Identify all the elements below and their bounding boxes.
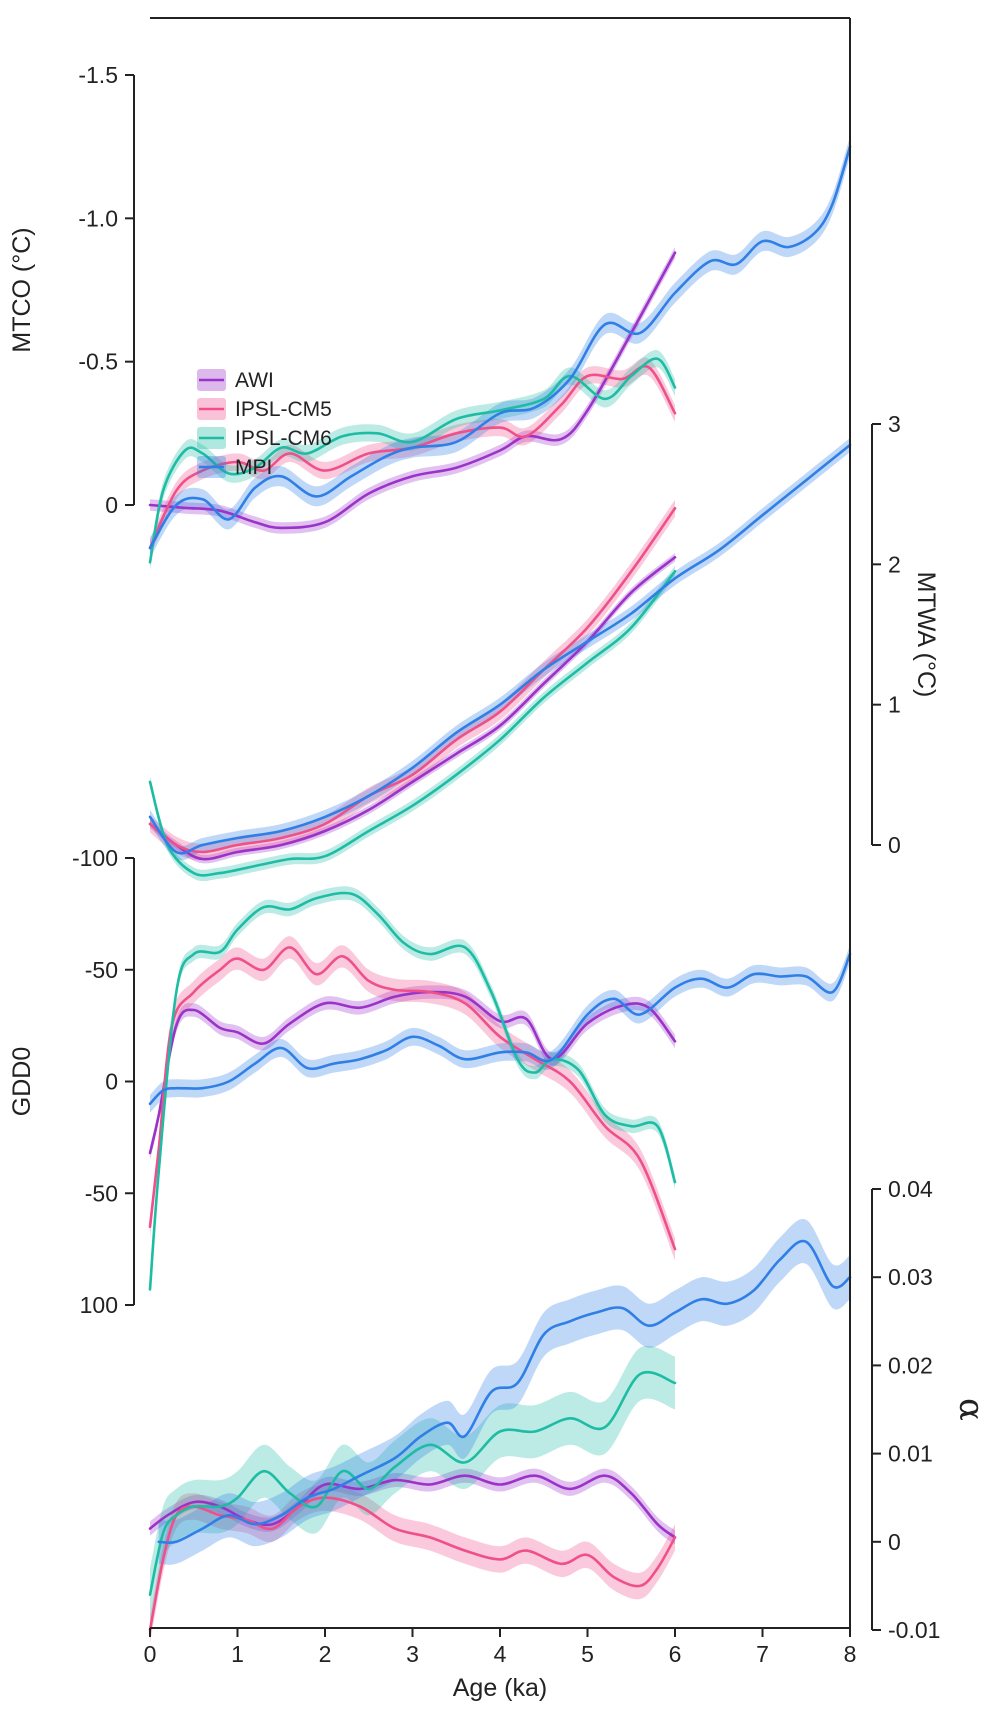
mtwa-awi-band (150, 553, 675, 864)
mtwa-y-tick-label: 0 (888, 832, 901, 858)
mtco-axis-label: MTCO (°C) (8, 227, 36, 352)
alpha-y-tick-label: 0.03 (888, 1264, 933, 1290)
gdd0-axis-label: GDD0 (8, 1047, 36, 1116)
mtco-mpi-line (148, 145, 852, 550)
alpha-axis-label: α (951, 1398, 991, 1421)
legend: AWI IPSL-CM5 IPSL-CM6 MPI (197, 369, 332, 479)
gdd0-ipsl-cm5-line (148, 946, 677, 1251)
x-tick-label: 2 (319, 1641, 332, 1667)
x-tick-label: 6 (669, 1641, 682, 1667)
gdd0-y-tick-label: 0 (105, 1069, 118, 1095)
mtco-y-tick-label: -1.0 (78, 205, 118, 231)
mtwa-ipsl-cm5-line (148, 506, 677, 854)
axes: 0 1 2 3 4 5 6 7 8 Age (ka) 0 -0.5 -1.0 -1.5 MTCO (°C) 0… (8, 17, 991, 1702)
mtco-y-tick-label: 0 (105, 492, 118, 518)
gdd0-y-tick-label: -50 (85, 1180, 118, 1206)
legend-label: IPSL-CM5 (235, 398, 332, 421)
mtco-ipsl-cm5-band (150, 357, 675, 557)
x-tick-label: 7 (756, 1641, 769, 1667)
alpha-y-tick-label: 0.01 (888, 1441, 933, 1467)
mtco-mpi-band (150, 136, 850, 558)
x-tick-label: 3 (406, 1641, 419, 1667)
x-tick-label: 4 (494, 1641, 507, 1667)
alpha-y-tick-label: 0 (888, 1529, 901, 1555)
gdd0-mpi-line (148, 952, 852, 1106)
x-axis-label: Age (ka) (453, 1674, 547, 1702)
gdd0-y-tick-label: -100 (72, 845, 118, 871)
gdd0-y-tick-label: 100 (80, 1292, 118, 1318)
mtwa-ipsl-cm6-line (148, 570, 677, 877)
mtco-ipsl-cm6-band (150, 350, 675, 571)
mtco-y-tick-label: -1.5 (78, 62, 118, 88)
gdd0-y-tick-label: -50 (85, 957, 118, 983)
x-tick-label: 5 (581, 1641, 594, 1667)
legend-label: AWI (235, 369, 274, 392)
gdd0-awi-line (148, 990, 677, 1155)
alpha-y-tick-label: -0.01 (888, 1617, 940, 1643)
gdd0-ipsl-cm6-line (148, 891, 677, 1291)
mtwa-y-tick-label: 1 (888, 692, 901, 718)
mtwa-y-tick-label: 3 (888, 411, 901, 437)
mtwa-axis-label: MTWA (°C) (912, 572, 940, 698)
legend-label: MPI (235, 456, 272, 479)
alpha-mpi-band (158, 1219, 851, 1565)
mtwa-mpi-band (150, 438, 850, 861)
alpha-awi-band (150, 1468, 675, 1545)
mtwa-y-tick-label: 2 (888, 551, 901, 577)
x-tick-label: 1 (231, 1641, 244, 1667)
x-tick-label: 8 (844, 1641, 857, 1667)
gdd0-ipsl-cm5-band (150, 936, 675, 1261)
legend-label: IPSL-CM6 (235, 427, 332, 450)
alpha-ipsl-cm6-band (150, 1345, 675, 1622)
alpha-y-tick-label: 0.04 (888, 1176, 933, 1202)
mtwa-mpi-line (148, 443, 852, 855)
x-tick-label: 0 (144, 1641, 157, 1667)
series-lines (148, 145, 852, 1632)
confidence-bands (150, 136, 851, 1644)
mtco-y-tick-label: -0.5 (78, 349, 118, 375)
mtwa-awi-line (148, 556, 677, 861)
alpha-y-tick-label: 0.02 (888, 1352, 933, 1378)
alpha-mpi-line (157, 1239, 852, 1545)
mtco-ipsl-cm6-line (148, 357, 677, 564)
alpha-ipsl-cm6-line (148, 1370, 677, 1596)
